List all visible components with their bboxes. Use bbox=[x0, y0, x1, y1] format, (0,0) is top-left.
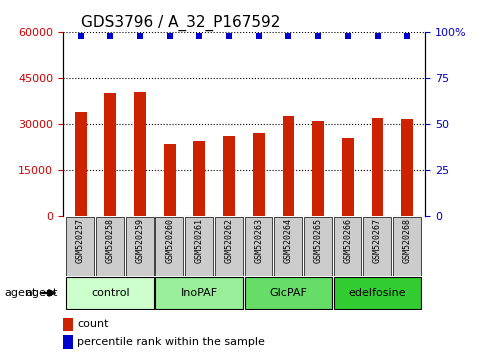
FancyBboxPatch shape bbox=[393, 217, 421, 275]
Bar bbox=[63, 318, 73, 331]
Text: control: control bbox=[91, 288, 129, 298]
Text: GDS3796 / A_32_P167592: GDS3796 / A_32_P167592 bbox=[81, 14, 280, 30]
Point bbox=[196, 33, 203, 38]
Text: GSM520261: GSM520261 bbox=[195, 218, 204, 263]
Point bbox=[374, 33, 382, 38]
Bar bbox=[342, 138, 354, 216]
Text: agent: agent bbox=[4, 288, 36, 298]
FancyBboxPatch shape bbox=[96, 217, 124, 275]
Bar bbox=[223, 136, 235, 216]
Bar bbox=[253, 133, 265, 216]
Text: GSM520259: GSM520259 bbox=[136, 218, 144, 263]
Bar bbox=[75, 112, 86, 216]
FancyBboxPatch shape bbox=[363, 217, 391, 275]
Text: agent: agent bbox=[26, 288, 58, 298]
Point bbox=[284, 33, 292, 38]
FancyBboxPatch shape bbox=[66, 277, 154, 309]
Bar bbox=[371, 118, 384, 216]
Text: GSM520258: GSM520258 bbox=[106, 218, 115, 263]
Text: GSM520265: GSM520265 bbox=[313, 218, 323, 263]
Text: GSM520264: GSM520264 bbox=[284, 218, 293, 263]
Point bbox=[344, 33, 352, 38]
Bar bbox=[164, 144, 176, 216]
Text: GSM520263: GSM520263 bbox=[254, 218, 263, 263]
FancyBboxPatch shape bbox=[244, 217, 272, 275]
Point bbox=[314, 33, 322, 38]
Bar bbox=[312, 121, 324, 216]
Bar bbox=[104, 93, 116, 216]
Point bbox=[106, 33, 114, 38]
Text: GSM520267: GSM520267 bbox=[373, 218, 382, 263]
Text: GSM520257: GSM520257 bbox=[76, 218, 85, 263]
Point bbox=[136, 33, 144, 38]
FancyBboxPatch shape bbox=[185, 217, 213, 275]
Text: count: count bbox=[77, 319, 109, 329]
Bar bbox=[401, 119, 413, 216]
Bar bbox=[134, 92, 146, 216]
FancyBboxPatch shape bbox=[304, 217, 332, 275]
FancyBboxPatch shape bbox=[215, 217, 243, 275]
Bar bbox=[193, 141, 205, 216]
Point bbox=[255, 33, 263, 38]
Bar bbox=[283, 116, 295, 216]
Bar bbox=[63, 335, 73, 349]
Text: GSM520266: GSM520266 bbox=[343, 218, 352, 263]
Point bbox=[77, 33, 85, 38]
Text: GlcPAF: GlcPAF bbox=[270, 288, 307, 298]
FancyBboxPatch shape bbox=[156, 217, 184, 275]
Point bbox=[225, 33, 233, 38]
FancyBboxPatch shape bbox=[156, 277, 243, 309]
Text: InoPAF: InoPAF bbox=[181, 288, 218, 298]
Text: GSM520260: GSM520260 bbox=[165, 218, 174, 263]
Text: GSM520262: GSM520262 bbox=[225, 218, 234, 263]
Point bbox=[166, 33, 173, 38]
Text: percentile rank within the sample: percentile rank within the sample bbox=[77, 337, 265, 347]
FancyBboxPatch shape bbox=[334, 277, 422, 309]
Text: GSM520268: GSM520268 bbox=[403, 218, 412, 263]
FancyBboxPatch shape bbox=[66, 217, 94, 275]
Point bbox=[403, 33, 411, 38]
FancyBboxPatch shape bbox=[274, 217, 302, 275]
Text: edelfosine: edelfosine bbox=[349, 288, 406, 298]
FancyBboxPatch shape bbox=[126, 217, 154, 275]
FancyBboxPatch shape bbox=[244, 277, 332, 309]
FancyBboxPatch shape bbox=[334, 217, 361, 275]
